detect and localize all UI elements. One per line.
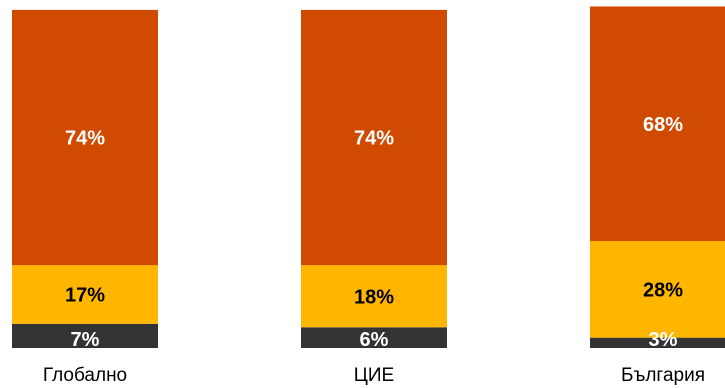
bar-segment-2-3 bbox=[590, 241, 725, 338]
segment-value-label-1-2: 6% bbox=[360, 329, 389, 351]
category-label-3: България bbox=[621, 365, 705, 386]
segment-value-label-2-1: 17% bbox=[65, 285, 105, 307]
segment-value-label-1-3: 3% bbox=[649, 329, 678, 351]
bar-segment-3-2 bbox=[301, 9, 447, 266]
segment-value-label-3-3: 68% bbox=[643, 114, 683, 136]
bar-segment-1-3 bbox=[590, 337, 725, 348]
segment-value-label-2-3: 28% bbox=[643, 279, 683, 301]
bar-segment-1-2 bbox=[301, 327, 447, 348]
category-label-1: Глобално bbox=[43, 365, 127, 386]
bar-segment-2-1 bbox=[12, 265, 158, 324]
bar-segment-3-1 bbox=[12, 9, 158, 266]
segment-value-label-2-2: 18% bbox=[354, 286, 394, 308]
category-labels-group: Глобално ЦИЕ България bbox=[43, 365, 705, 386]
bar-segment-1-1 bbox=[12, 323, 158, 348]
segment-labels-group: 7% 17% 74% 6% 18% 74% 3% 28% 68% bbox=[65, 114, 683, 351]
bar-segment-2-2 bbox=[301, 265, 447, 328]
category-label-2: ЦИЕ bbox=[354, 365, 394, 386]
segment-value-label-3-1: 74% bbox=[65, 128, 105, 150]
segment-value-label-3-2: 74% bbox=[354, 128, 394, 150]
bar-segment-3-3 bbox=[590, 6, 725, 242]
segment-value-label-1-1: 7% bbox=[71, 329, 100, 351]
bars-group bbox=[12, 6, 725, 348]
